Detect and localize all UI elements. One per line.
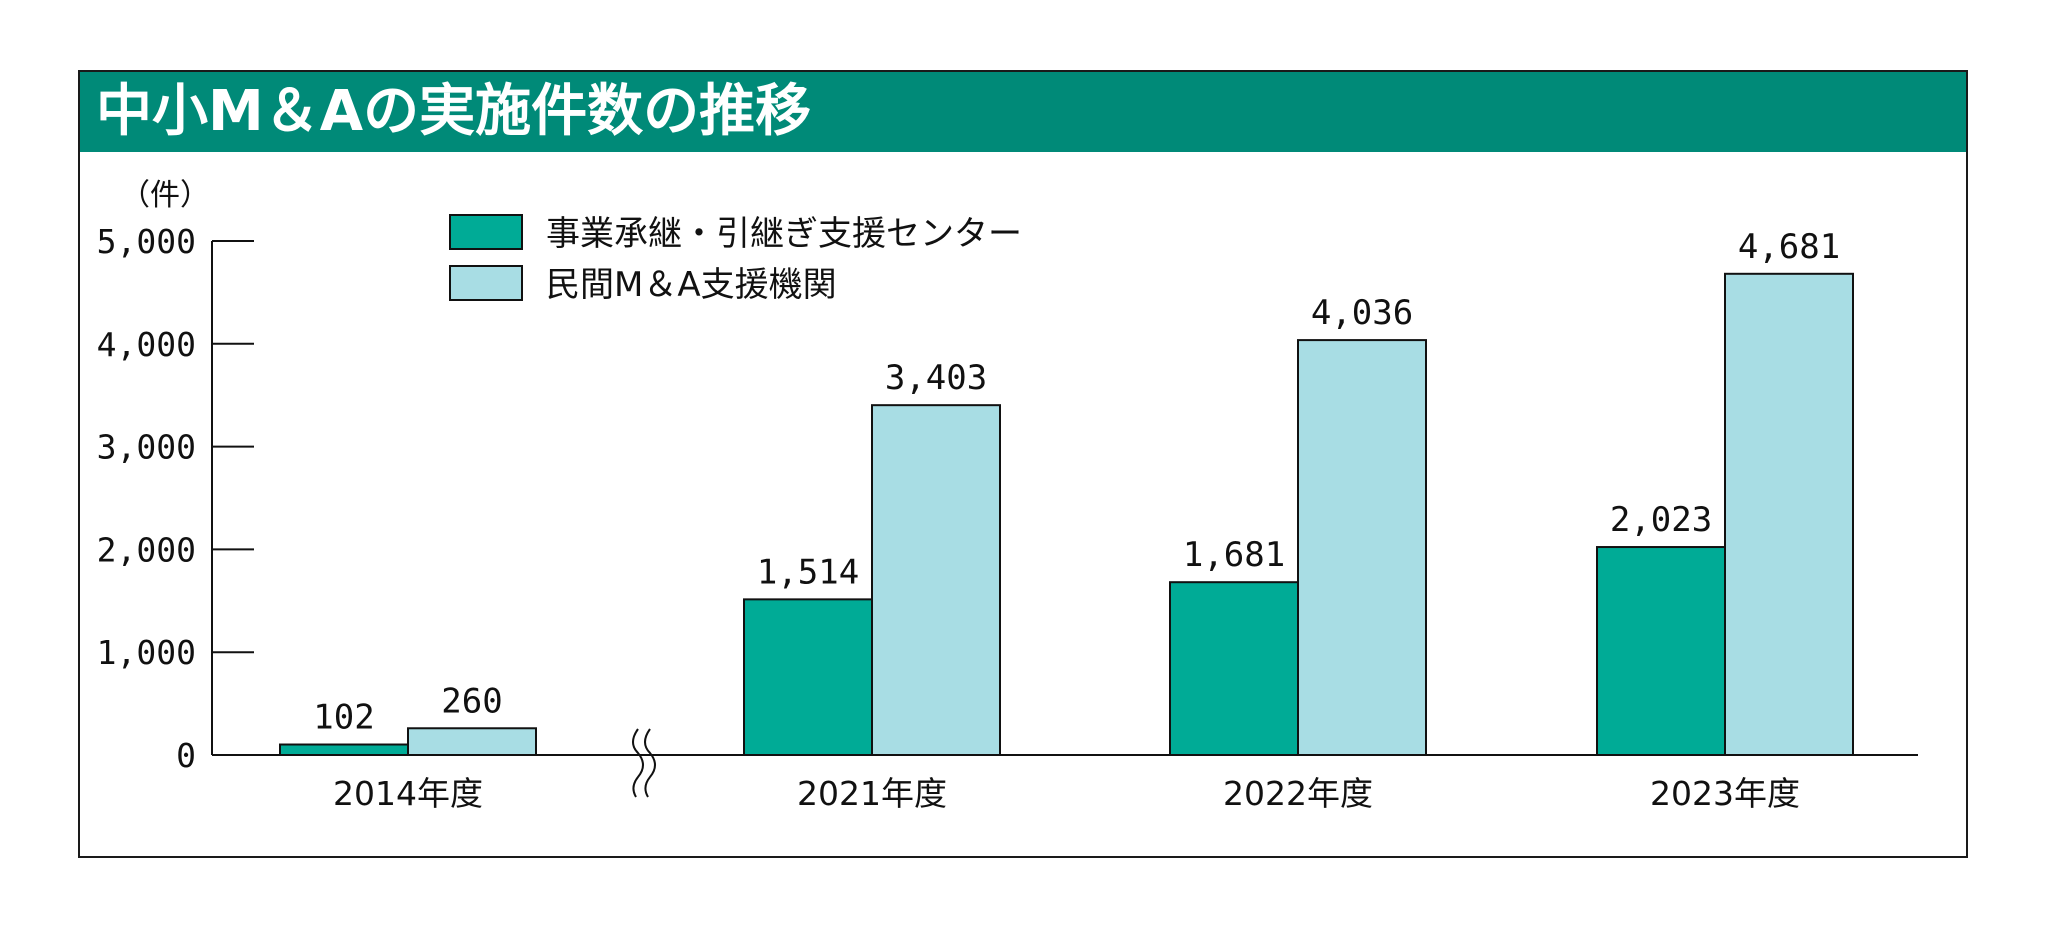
data-label: 1,514 bbox=[757, 552, 859, 592]
bar-series-1 bbox=[1169, 581, 1299, 756]
y-tick-label: 0 bbox=[176, 736, 196, 775]
bars-group bbox=[279, 272, 1854, 757]
data-label: 2,023 bbox=[1610, 500, 1712, 540]
data-label: 1,681 bbox=[1183, 535, 1285, 575]
data-label: 260 bbox=[441, 681, 502, 721]
bar-series-2 bbox=[407, 727, 537, 756]
bar-series-1 bbox=[1596, 546, 1726, 756]
title-bar: 中小M＆Aの実施件数の推移 bbox=[80, 72, 1966, 152]
chart-frame: 中小M＆Aの実施件数の推移 bbox=[78, 70, 1968, 858]
data-label: 4,036 bbox=[1311, 293, 1413, 333]
bar-series-2 bbox=[871, 404, 1001, 756]
bar-series-2 bbox=[1724, 272, 1854, 756]
axis-break-mark bbox=[644, 728, 656, 798]
bar-series-1 bbox=[743, 598, 873, 756]
y-unit-label: （件） bbox=[120, 178, 210, 213]
bar-series-1 bbox=[279, 743, 409, 757]
x-tick-label: 2023年度 bbox=[1650, 774, 1800, 813]
legend-label-series-2: 民間M＆A支援機関 bbox=[546, 265, 837, 305]
chart-title: 中小M＆Aの実施件数の推移 bbox=[96, 79, 812, 144]
data-label: 3,403 bbox=[885, 358, 987, 398]
data-label: 4,681 bbox=[1738, 227, 1840, 267]
x-tick-label: 2021年度 bbox=[797, 774, 947, 813]
data-label: 102 bbox=[313, 698, 374, 738]
y-tick-label: 5,000 bbox=[97, 222, 196, 261]
labels-group: 0 1,000 2,000 3,000 4,000 5,000 （件） 102 260 2014年… bbox=[97, 178, 1841, 813]
legend-swatch-series-2 bbox=[449, 265, 523, 301]
legend-label-series-1: 事業承継・引継ぎ支援センター bbox=[546, 214, 1022, 254]
y-tick-label: 2,000 bbox=[97, 530, 196, 569]
y-tick-label: 3,000 bbox=[97, 428, 196, 467]
axis-break-mark bbox=[632, 728, 644, 798]
y-tick-label: 1,000 bbox=[97, 633, 196, 672]
x-tick-label: 2014年度 bbox=[333, 774, 483, 813]
y-tick-label: 4,000 bbox=[97, 325, 196, 364]
x-tick-label: 2022年度 bbox=[1223, 774, 1373, 813]
bar-series-2 bbox=[1297, 339, 1427, 756]
legend-swatch-series-1 bbox=[449, 214, 523, 250]
